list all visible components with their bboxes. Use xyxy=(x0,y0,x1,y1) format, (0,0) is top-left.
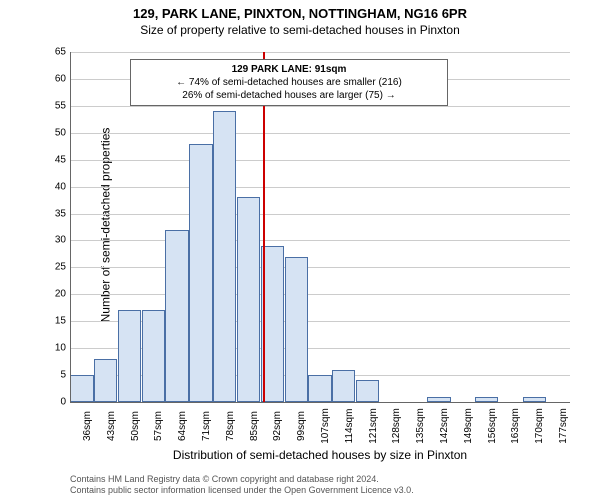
x-tick-label: 177sqm xyxy=(558,408,569,444)
histogram-bar xyxy=(142,310,165,402)
annotation-line: 129 PARK LANE: 91sqm xyxy=(139,63,439,76)
gridline xyxy=(70,267,570,268)
histogram-bar xyxy=(308,375,331,402)
x-tick-label: 85sqm xyxy=(249,411,260,441)
histogram-bar xyxy=(165,230,188,402)
y-tick-label: 10 xyxy=(36,343,66,354)
x-axis-label: Distribution of semi-detached houses by … xyxy=(70,448,570,462)
annotation-line: 26% of semi-detached houses are larger (… xyxy=(139,89,439,102)
gridline xyxy=(70,240,570,241)
x-tick-label: 170sqm xyxy=(534,408,545,444)
x-tick-label: 57sqm xyxy=(153,411,164,441)
histogram-bar xyxy=(94,359,117,402)
annotation-box: 129 PARK LANE: 91sqm← 74% of semi-detach… xyxy=(130,59,448,106)
histogram-bar xyxy=(237,197,260,402)
footnote: Contains HM Land Registry data © Crown c… xyxy=(70,474,570,496)
gridline xyxy=(70,133,570,134)
histogram-bar xyxy=(213,111,236,402)
x-tick-label: 43sqm xyxy=(106,411,117,441)
histogram-bar xyxy=(332,370,355,402)
y-tick-label: 30 xyxy=(36,235,66,246)
gridline xyxy=(70,160,570,161)
x-tick-label: 128sqm xyxy=(391,408,402,444)
y-tick-label: 25 xyxy=(36,262,66,273)
chart-subtitle: Size of property relative to semi-detach… xyxy=(0,21,600,37)
y-tick-label: 50 xyxy=(36,127,66,138)
x-tick-label: 99sqm xyxy=(296,411,307,441)
y-tick-label: 60 xyxy=(36,73,66,84)
x-tick-label: 50sqm xyxy=(130,411,141,441)
gridline xyxy=(70,214,570,215)
gridline xyxy=(70,294,570,295)
histogram-bar xyxy=(70,375,93,402)
y-tick-label: 65 xyxy=(36,47,66,58)
y-tick-label: 45 xyxy=(36,154,66,165)
chart-title: 129, PARK LANE, PINXTON, NOTTINGHAM, NG1… xyxy=(0,0,600,21)
histogram-bar xyxy=(285,257,308,402)
x-tick-label: 149sqm xyxy=(463,408,474,444)
y-tick-label: 40 xyxy=(36,181,66,192)
footnote-line-1: Contains HM Land Registry data © Crown c… xyxy=(70,474,570,485)
histogram-bar xyxy=(189,144,212,402)
annotation-line: ← 74% of semi-detached houses are smalle… xyxy=(139,76,439,89)
y-tick-label: 20 xyxy=(36,289,66,300)
y-tick-label: 55 xyxy=(36,100,66,111)
x-tick-label: 156sqm xyxy=(487,408,498,444)
x-tick-label: 121sqm xyxy=(368,408,379,444)
gridline xyxy=(70,187,570,188)
x-tick-label: 64sqm xyxy=(177,411,188,441)
x-tick-label: 114sqm xyxy=(344,409,355,444)
x-tick-label: 142sqm xyxy=(439,408,450,444)
x-axis-line xyxy=(70,402,570,403)
x-tick-label: 107sqm xyxy=(320,408,331,444)
x-tick-label: 36sqm xyxy=(82,411,93,441)
x-tick-label: 135sqm xyxy=(415,408,426,444)
footnote-line-2: Contains public sector information licen… xyxy=(70,485,570,496)
histogram-bar xyxy=(356,380,379,402)
y-axis-line xyxy=(70,52,71,402)
x-tick-label: 92sqm xyxy=(272,411,283,441)
x-tick-label: 78sqm xyxy=(225,411,236,441)
x-tick-label: 163sqm xyxy=(510,408,521,444)
y-tick-label: 15 xyxy=(36,316,66,327)
y-tick-label: 0 xyxy=(36,397,66,408)
gridline xyxy=(70,52,570,53)
plot-area: 129 PARK LANE: 91sqm← 74% of semi-detach… xyxy=(70,52,570,402)
chart-container: 129, PARK LANE, PINXTON, NOTTINGHAM, NG1… xyxy=(0,0,600,500)
y-tick-label: 5 xyxy=(36,370,66,381)
x-tick-label: 71sqm xyxy=(201,411,212,441)
histogram-bar xyxy=(118,310,141,402)
y-tick-label: 35 xyxy=(36,208,66,219)
